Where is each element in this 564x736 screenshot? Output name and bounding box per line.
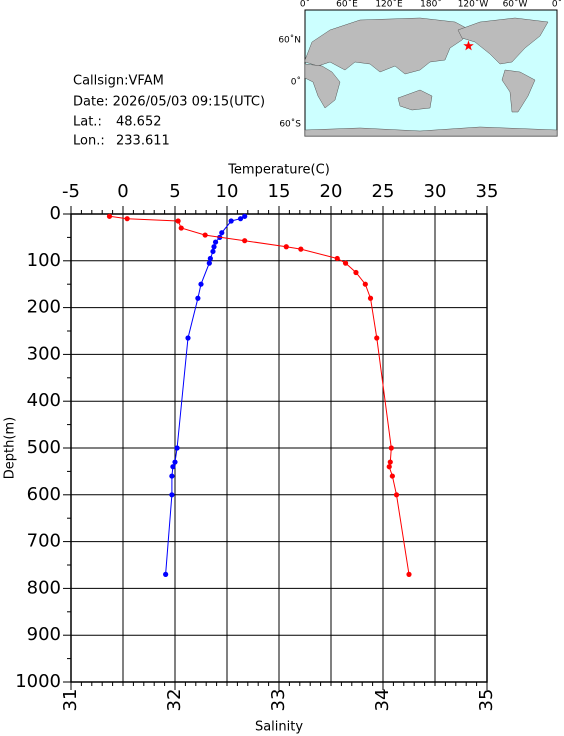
profile-point: [163, 571, 169, 577]
map-lon-label: 120˚W: [458, 0, 489, 10]
map-lon-label: 60˚E: [336, 0, 358, 10]
profile-point: [212, 239, 219, 245]
profile-point: [174, 445, 180, 451]
profile-point: [406, 571, 412, 577]
profile-line: [165, 215, 245, 575]
x-tick-label: -5: [62, 181, 80, 202]
profile-line: [109, 215, 410, 575]
south-america: [501, 69, 536, 113]
map-lat-label: 60˚S: [279, 119, 301, 130]
profile-point: [219, 230, 225, 236]
antarctica: [304, 126, 558, 137]
africa: [304, 63, 341, 109]
x2-tick-label: 35: [476, 689, 497, 712]
x-tick-label: 25: [372, 181, 395, 202]
profile-point: [172, 459, 178, 465]
y-tick-label: 500: [27, 437, 61, 458]
profile-point: [342, 260, 349, 266]
profile-point: [388, 445, 394, 451]
y-tick-label: 0: [50, 203, 61, 224]
profile-point: [242, 238, 248, 244]
profile-point: [334, 255, 340, 262]
profile-point: [124, 216, 130, 222]
profile-point: [206, 260, 212, 266]
y-tick-label: 400: [27, 390, 61, 411]
profile-point: [106, 213, 113, 219]
x-tick-label: 10: [216, 181, 239, 202]
eurasia: [304, 17, 471, 75]
profile-point: [178, 225, 184, 231]
y-tick-label: 900: [27, 624, 61, 645]
y-tick-label: 200: [27, 297, 61, 318]
profile-point: [169, 473, 175, 479]
profile-point: [198, 281, 204, 287]
profile-point: [169, 492, 175, 498]
station-star: [463, 40, 474, 51]
map-lon-label: 120˚E: [375, 0, 403, 10]
profile-point: [353, 269, 359, 276]
north-america: [457, 17, 549, 65]
profile-point: [298, 246, 304, 252]
profile-point: [389, 473, 395, 479]
profile-point: [175, 218, 181, 224]
profile-point: [387, 459, 393, 465]
profile-point: [367, 295, 374, 301]
lon: 233.611: [116, 134, 170, 149]
y-tick-label: 600: [27, 484, 61, 505]
x2-axis-title: Salinity: [255, 720, 303, 735]
profile-point: [202, 232, 208, 238]
x-tick-label: 30: [424, 181, 447, 202]
profile-point: [195, 295, 201, 301]
y-tick-label: 1000: [15, 671, 61, 692]
profile-point: [170, 464, 176, 470]
lat-label: Lat.:: [73, 115, 102, 130]
profile-point: [237, 216, 244, 222]
profile-point: [207, 255, 213, 262]
x-tick-label: 15: [268, 181, 291, 202]
x2-tick-label: 33: [268, 689, 289, 712]
map-lon-label: 60˚W: [503, 0, 528, 10]
map-lat-label: 60˚N: [278, 35, 301, 46]
plot-frame: [70, 213, 488, 683]
x2-tick-label: 34: [372, 689, 393, 712]
lat: 48.652: [116, 115, 162, 130]
y-tick-label: 800: [27, 577, 61, 598]
profile-point: [283, 244, 289, 250]
profile-point: [386, 464, 392, 470]
map-lon-label: 180˚: [420, 0, 442, 10]
profile-point: [362, 281, 368, 287]
profile-point: [374, 335, 380, 341]
lon-label: Lon.:: [73, 134, 105, 149]
profile-point: [185, 335, 191, 341]
x2-tick-label: 32: [164, 689, 185, 712]
profile-point: [210, 248, 216, 255]
y-tick-label: 700: [27, 531, 61, 552]
y-tick-label: 100: [27, 250, 61, 271]
callsign: Callsign:VFAM: [73, 74, 164, 89]
y-tick-label: 300: [27, 343, 61, 364]
x-tick-label: 0: [117, 181, 128, 202]
x-tick-label: 20: [320, 181, 343, 202]
x-axis-title: Temperature(C): [227, 163, 330, 178]
profile-point: [393, 492, 400, 498]
y-axis-title: Depth(m): [3, 417, 18, 479]
profile-point: [242, 213, 248, 219]
x-tick-label: 35: [476, 181, 499, 202]
map-lon-label: 0˚: [300, 0, 310, 10]
x2-tick-label: 31: [60, 689, 81, 712]
x-tick-label: 5: [169, 181, 180, 202]
world-map: [304, 9, 558, 137]
map-lat-label: 0˚: [291, 77, 301, 88]
profile-point: [228, 218, 234, 224]
australia: [397, 89, 433, 111]
date: Date: 2026/05/03 09:15(UTC): [73, 95, 265, 110]
profile-point: [211, 244, 217, 250]
map-lon-label: 0˚: [552, 0, 562, 10]
